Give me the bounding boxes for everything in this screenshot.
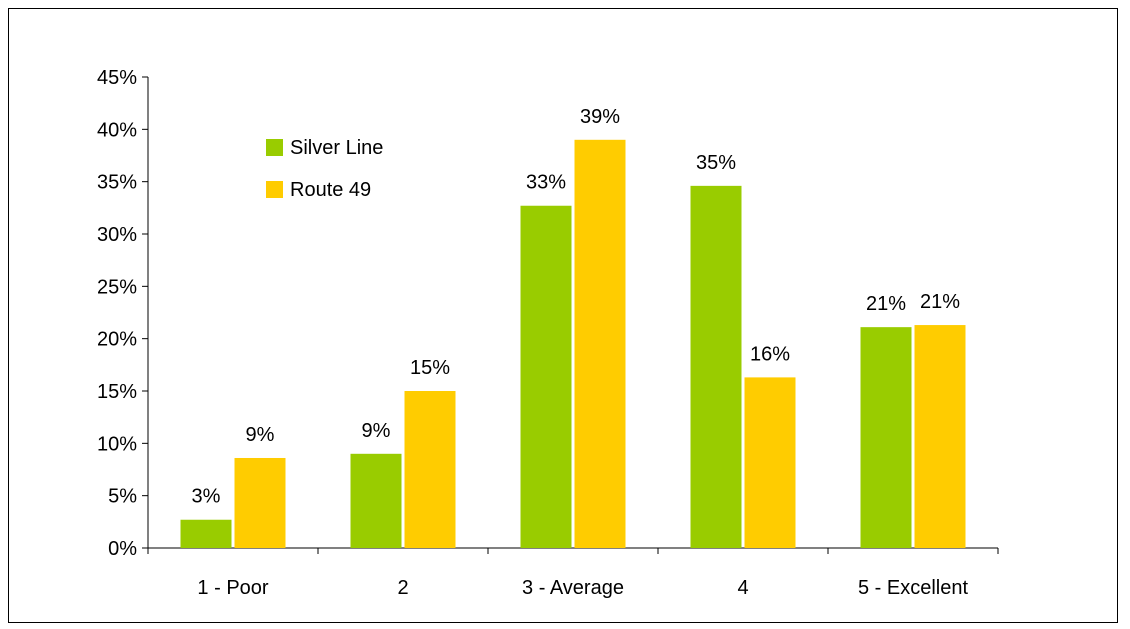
legend-swatch-silver-line: [266, 139, 283, 156]
bar-route-49: [234, 457, 286, 548]
y-tick-label: 40%: [97, 119, 137, 141]
bar-route-49: [914, 325, 966, 548]
x-tick-label: 3 - Average: [522, 577, 624, 599]
bar-route-49: [574, 139, 626, 549]
data-label: 9%: [246, 424, 275, 446]
y-tick-label: 0%: [108, 538, 137, 560]
y-tick-label: 35%: [97, 172, 137, 194]
y-tick-label: 45%: [97, 67, 137, 89]
y-tick-label: 30%: [97, 224, 137, 246]
data-label: 39%: [580, 106, 620, 128]
y-tick-label: 25%: [97, 276, 137, 298]
data-label: 16%: [750, 343, 790, 365]
data-label: 35%: [696, 152, 736, 174]
legend-label: Silver Line: [290, 137, 383, 159]
data-label: 15%: [410, 357, 450, 379]
bar-silver-line: [690, 185, 742, 548]
bar-silver-line: [520, 205, 572, 549]
data-label: 33%: [526, 172, 566, 194]
y-tick-label: 5%: [108, 486, 137, 508]
y-tick-label: 10%: [97, 433, 137, 455]
data-label: 21%: [920, 291, 960, 313]
x-tick-label: 2: [397, 577, 408, 599]
legend-swatch-route-49: [266, 181, 283, 198]
x-tick-label: 5 - Excellent: [858, 577, 968, 599]
bar-route-49: [404, 391, 456, 548]
bar-route-49: [744, 377, 796, 548]
legend-label: Route 49: [290, 179, 371, 201]
data-label: 3%: [192, 486, 221, 508]
y-tick-label: 20%: [97, 329, 137, 351]
x-tick-label: 1 - Poor: [197, 577, 268, 599]
data-label: 9%: [362, 420, 391, 442]
y-tick-label: 15%: [97, 381, 137, 403]
bar-silver-line: [350, 453, 402, 548]
bar-silver-line: [180, 519, 232, 548]
x-tick-label: 4: [737, 577, 748, 599]
bar-silver-line: [860, 327, 912, 548]
data-label: 21%: [866, 293, 906, 315]
